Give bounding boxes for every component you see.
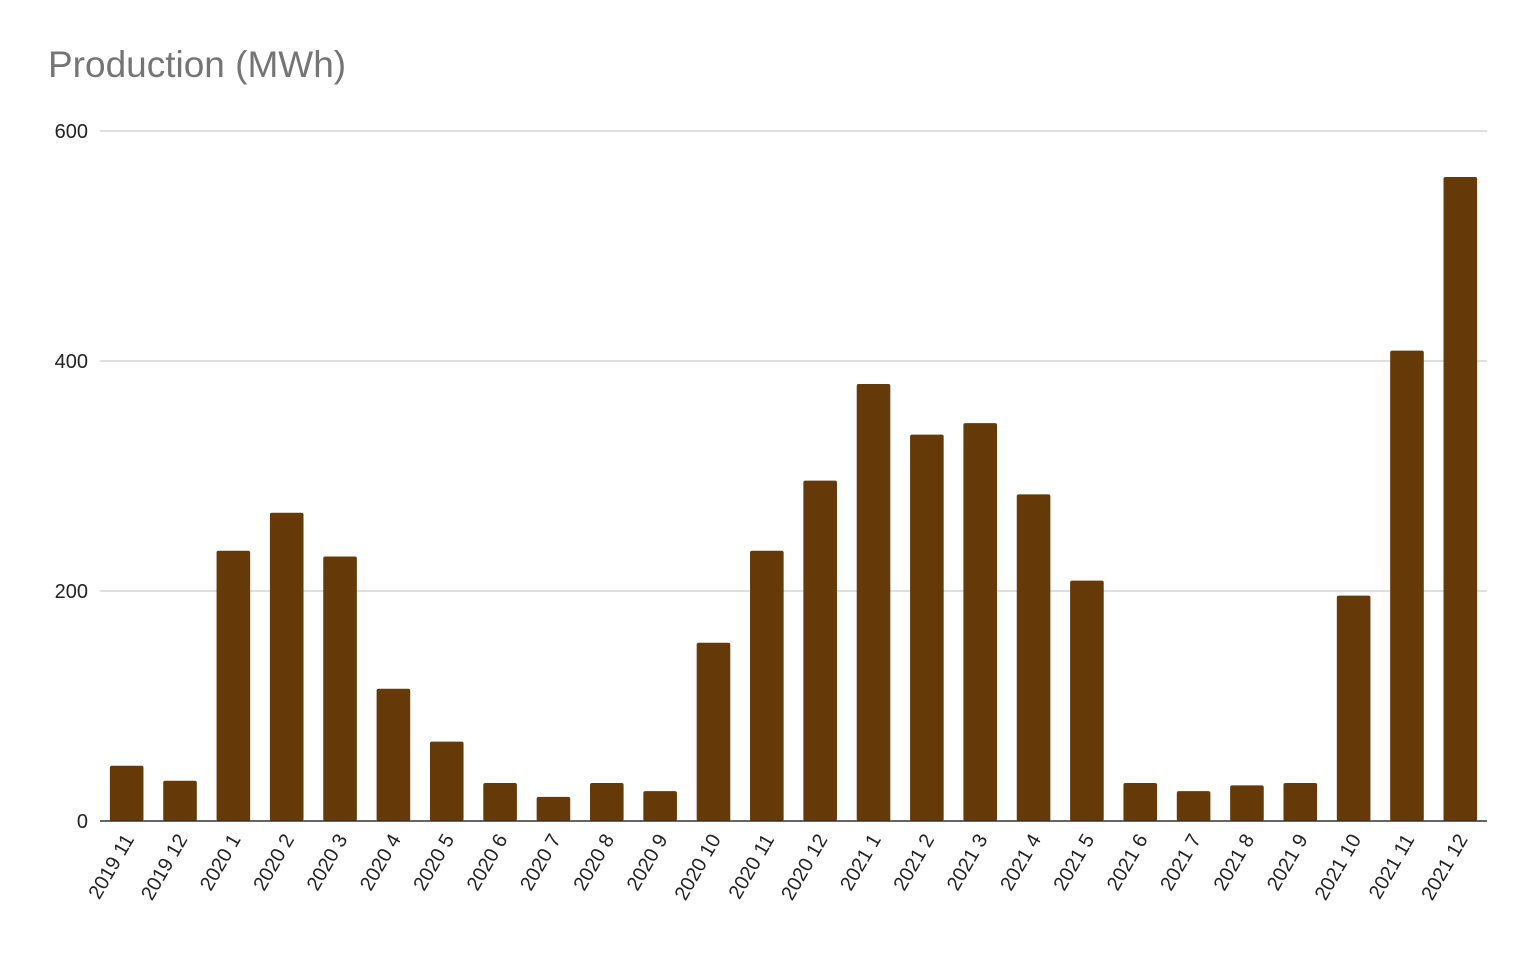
x-tick-label: 2020 11 xyxy=(725,831,779,903)
bar xyxy=(1070,580,1104,821)
x-tick-label: 2020 7 xyxy=(516,831,566,895)
x-tick-label: 2020 12 xyxy=(777,831,832,905)
x-tick-label: 2021 5 xyxy=(1050,831,1100,895)
bar xyxy=(536,796,571,821)
x-tick-label: 2021 9 xyxy=(1263,831,1313,895)
bar xyxy=(1230,785,1264,821)
x-tick-label: 2020 1 xyxy=(196,831,246,895)
x-tick-label: 2020 5 xyxy=(409,831,459,895)
bar xyxy=(750,550,784,821)
bar xyxy=(963,423,998,821)
x-tick-label: 2019 11 xyxy=(85,831,139,903)
bar xyxy=(1443,177,1478,821)
x-tick-label: 2021 12 xyxy=(1417,831,1472,905)
x-tick-label: 2021 1 xyxy=(836,831,886,895)
x-tick-label: 2021 8 xyxy=(1210,831,1260,895)
x-tick-label: 2021 3 xyxy=(943,831,993,895)
bar xyxy=(483,783,517,821)
y-axis-ticks: 0 200 400 600 xyxy=(55,121,88,833)
y-tick-label: 600 xyxy=(55,121,88,143)
bar xyxy=(216,550,251,821)
bar xyxy=(376,688,411,821)
bar xyxy=(803,480,837,821)
bar xyxy=(1283,783,1318,821)
y-tick-label: 0 xyxy=(77,811,88,833)
bar xyxy=(696,642,731,821)
x-tick-label: 2020 8 xyxy=(569,831,619,895)
bar xyxy=(109,765,144,821)
bar xyxy=(429,741,464,821)
x-tick-label: 2020 4 xyxy=(356,831,406,895)
x-tick-label: 2019 12 xyxy=(137,831,192,905)
x-tick-label: 2021 2 xyxy=(890,831,940,895)
x-tick-label: 2020 6 xyxy=(463,831,513,895)
x-tick-label: 2020 9 xyxy=(623,831,673,895)
x-tick-label: 2021 11 xyxy=(1365,831,1419,903)
bar xyxy=(856,384,891,821)
y-tick-label: 400 xyxy=(55,351,88,373)
bar xyxy=(269,512,304,821)
x-tick-label: 2020 3 xyxy=(303,831,353,895)
x-tick-label: 2021 10 xyxy=(1311,831,1366,905)
x-tick-label: 2021 6 xyxy=(1103,831,1153,895)
x-tick-label: 2020 10 xyxy=(671,831,726,905)
x-tick-label: 2020 2 xyxy=(249,831,299,895)
bar xyxy=(589,783,624,821)
bar xyxy=(1390,350,1424,821)
bar xyxy=(1016,494,1051,821)
x-tick-label: 2021 4 xyxy=(996,831,1046,895)
bar xyxy=(1123,783,1158,821)
bar xyxy=(643,791,677,821)
bars xyxy=(109,177,1478,821)
bar xyxy=(910,434,944,821)
y-tick-label: 200 xyxy=(55,581,88,603)
gridlines xyxy=(100,130,1487,592)
chart-title: Production (MWh) xyxy=(48,44,347,85)
bar xyxy=(323,556,357,821)
bar xyxy=(1336,595,1371,821)
bar xyxy=(1176,791,1211,821)
bar xyxy=(163,780,197,821)
x-tick-label: 2021 7 xyxy=(1156,831,1206,895)
